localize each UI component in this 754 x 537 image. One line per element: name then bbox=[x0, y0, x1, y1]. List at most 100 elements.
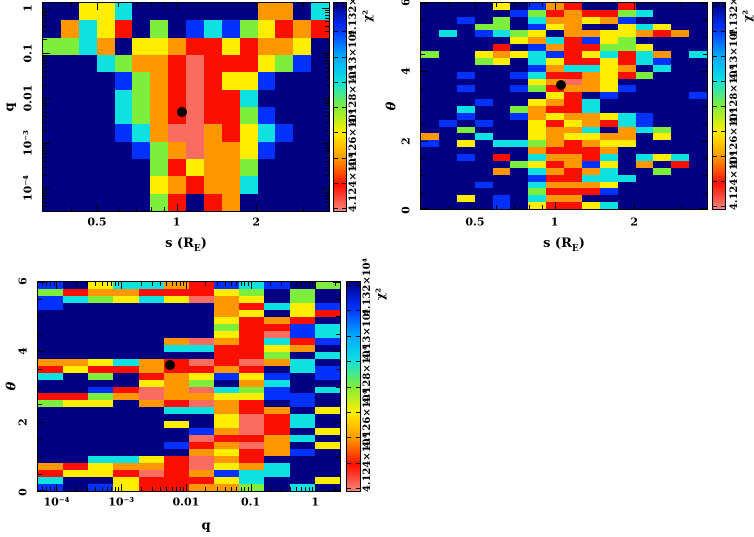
heatmap-cell bbox=[275, 176, 294, 194]
heatmap-cell bbox=[474, 167, 493, 175]
heatmap-cell bbox=[163, 477, 189, 485]
heatmap-cell bbox=[188, 442, 215, 450]
heatmap-cell bbox=[214, 470, 240, 478]
heatmap-cell bbox=[438, 133, 457, 141]
y-major-tick bbox=[322, 98, 329, 100]
heatmap-cell bbox=[289, 379, 315, 387]
x-minor-tick bbox=[244, 487, 246, 491]
x-minor-tick bbox=[270, 487, 272, 491]
y-minor-tick bbox=[325, 192, 329, 194]
heatmap-cell bbox=[214, 386, 240, 394]
heatmap-cell bbox=[239, 407, 265, 415]
colorbar-tick bbox=[347, 462, 351, 464]
heatmap-cell bbox=[257, 124, 276, 142]
heatmap-cell bbox=[214, 463, 240, 471]
heatmap-cell bbox=[60, 141, 79, 159]
colorbar-tick bbox=[721, 56, 725, 57]
x-axis-label-subscript: E bbox=[193, 243, 201, 254]
heatmap-cell bbox=[264, 351, 290, 359]
heatmap-cell bbox=[689, 9, 707, 17]
colorbar-tick bbox=[713, 206, 717, 207]
heatmap-cell bbox=[275, 124, 294, 142]
x-minor-tick bbox=[179, 282, 181, 286]
colorbar-tick bbox=[356, 488, 360, 489]
heatmap-cell bbox=[289, 358, 315, 366]
x-minor-tick bbox=[171, 487, 173, 491]
heatmap-cell bbox=[492, 51, 511, 58]
heatmap-cell bbox=[635, 92, 654, 100]
heatmap-cell bbox=[203, 159, 222, 177]
heatmap-cell bbox=[221, 20, 240, 38]
heatmap-cell bbox=[214, 282, 240, 289]
heatmap-cell bbox=[474, 64, 493, 72]
y-minor-tick bbox=[325, 116, 329, 118]
heatmap-cell bbox=[510, 9, 529, 17]
heatmap-cell bbox=[289, 309, 315, 317]
heatmap-cell bbox=[186, 55, 204, 73]
heatmap-cell bbox=[168, 159, 186, 177]
heatmap-cell bbox=[203, 37, 222, 55]
heatmap-cell bbox=[492, 85, 511, 93]
heatmap-cell bbox=[474, 181, 493, 189]
heatmap-cell bbox=[289, 414, 315, 422]
y-major-tick bbox=[421, 3, 428, 4]
heatmap-cell bbox=[163, 435, 189, 443]
heatmap-cell bbox=[564, 202, 582, 209]
heatmap-cell bbox=[38, 365, 64, 373]
heatmap-cell bbox=[474, 195, 493, 203]
heatmap-cell bbox=[132, 107, 151, 125]
heatmap-cell bbox=[203, 124, 222, 142]
heatmap-cell bbox=[421, 9, 439, 17]
heatmap-cell bbox=[38, 393, 64, 401]
heatmap-cell bbox=[257, 107, 276, 125]
heatmap-cell bbox=[456, 78, 475, 86]
heatmap-cell bbox=[510, 30, 529, 38]
y-tick-label: 0 bbox=[16, 488, 30, 496]
heatmap-cell bbox=[546, 195, 564, 203]
heatmap-cell bbox=[581, 44, 600, 52]
heatmap-cell bbox=[163, 316, 189, 324]
heatmap-cell bbox=[421, 51, 439, 58]
heatmap-cell bbox=[138, 302, 164, 310]
heatmap-cell bbox=[203, 176, 222, 194]
heatmap-cell bbox=[564, 188, 582, 196]
x-major-tick bbox=[56, 484, 58, 491]
heatmap-cell bbox=[653, 147, 672, 155]
heatmap-cell bbox=[653, 37, 672, 45]
heatmap-cell bbox=[564, 23, 582, 31]
heatmap-cell bbox=[671, 78, 690, 86]
heatmap-cell bbox=[456, 37, 475, 45]
y-minor-tick bbox=[325, 60, 329, 61]
x-minor-tick bbox=[166, 282, 168, 286]
heatmap-cell bbox=[528, 64, 547, 72]
heatmap-cell bbox=[221, 89, 240, 107]
heatmap-cell bbox=[671, 126, 690, 134]
heatmap-cell bbox=[671, 112, 690, 120]
heatmap-cell bbox=[275, 55, 294, 73]
heatmap-cell bbox=[114, 124, 133, 142]
heatmap-cell bbox=[311, 159, 329, 177]
heatmap-cell bbox=[314, 470, 340, 478]
y-tick-label: 10⁻³ bbox=[21, 130, 35, 157]
heatmap-cell bbox=[438, 57, 457, 65]
heatmap-cell bbox=[689, 57, 707, 65]
heatmap-cell bbox=[63, 456, 89, 464]
y-tick-label: 2 bbox=[399, 136, 413, 145]
heatmap-cell bbox=[564, 112, 582, 120]
heatmap-cell bbox=[599, 154, 618, 161]
heatmap-cell bbox=[63, 330, 89, 338]
heatmap-cell bbox=[528, 167, 547, 175]
y-minor-tick bbox=[43, 39, 47, 41]
heatmap-cell bbox=[132, 124, 151, 142]
heatmap-cell bbox=[188, 400, 215, 408]
heatmap-cell bbox=[314, 351, 340, 359]
x-major-tick bbox=[121, 282, 123, 289]
heatmap-cell bbox=[635, 147, 654, 155]
heatmap-cell bbox=[617, 202, 636, 209]
heatmap-cell bbox=[599, 64, 618, 72]
heatmap-cell bbox=[546, 147, 564, 155]
heatmap-cell bbox=[114, 55, 133, 73]
y-minor-tick bbox=[43, 63, 47, 65]
colorbar-tick bbox=[342, 132, 346, 134]
y-minor-tick bbox=[325, 190, 329, 192]
